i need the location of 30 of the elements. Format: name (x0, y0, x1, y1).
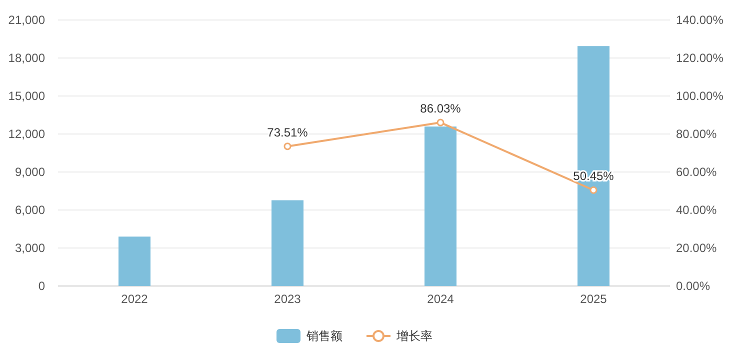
x-tick-label: 2024 (427, 292, 454, 306)
y2-tick-label: 100.00% (676, 89, 724, 104)
x-tick-label: 2022 (121, 292, 148, 306)
y-tick-label: 15,000 (8, 89, 46, 104)
point (284, 142, 292, 150)
y-tick-label: 18,000 (8, 51, 46, 66)
x-tick-label: 2025 (580, 292, 608, 306)
y-tick-label: 9,000 (14, 165, 46, 180)
data-label: 86.03% (420, 102, 462, 116)
bar (424, 126, 456, 286)
point (436, 118, 444, 126)
y-tick-label: 21,000 (8, 13, 46, 28)
bar (272, 200, 304, 286)
bar (118, 236, 150, 286)
y-tick-label: 3,000 (14, 241, 46, 256)
y2-tick-label: 80.00% (676, 127, 718, 142)
y-tick-label: 12,000 (8, 127, 46, 142)
y2-tick-label: 140.00% (676, 13, 724, 28)
x-tick-label: 2023 (274, 292, 302, 306)
data-label: 73.51% (267, 125, 308, 140)
point (590, 186, 598, 194)
y2-tick-label: 60.00% (676, 165, 718, 180)
legend-label: 销售额 (306, 329, 342, 344)
y2-tick-label: 0.00% (676, 279, 710, 294)
legend-label: 增长率 (396, 329, 432, 344)
y-tick-label: 0 (38, 279, 46, 294)
y2-tick-label: 40.00% (676, 203, 718, 218)
y2-tick-label: 120.00% (676, 51, 724, 66)
y2-tick-label: 20.00% (676, 241, 718, 256)
y-tick-label: 6,000 (14, 203, 46, 218)
